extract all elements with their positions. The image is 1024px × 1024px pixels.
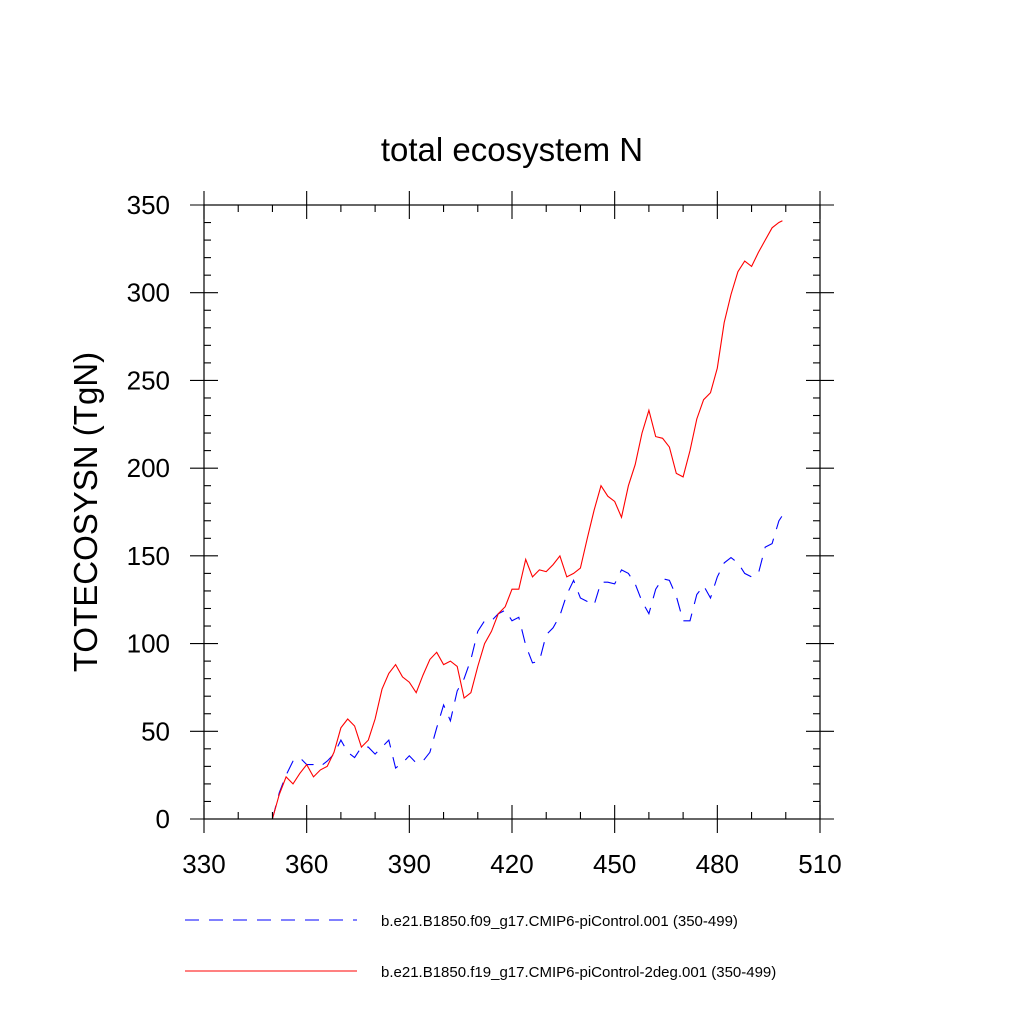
y-tick-label: 50 [141, 716, 170, 746]
legend-label-2: b.e21.B1850.f19_g17.CMIP6-piControl-2deg… [381, 964, 776, 981]
y-tick-label: 250 [127, 365, 170, 395]
legend: b.e21.B1850.f09_g17.CMIP6-piControl.001 … [185, 913, 776, 981]
y-tick-label: 300 [127, 278, 170, 308]
x-tick-label: 360 [285, 849, 328, 879]
x-tick-label: 390 [388, 849, 431, 879]
x-tick-label: 480 [696, 849, 739, 879]
ticks-layer: 330 360 390 420 450 480 510 0 50 100 150 200 250 300 3… [127, 190, 842, 879]
y-tick-label: 150 [127, 541, 170, 571]
x-tick-label: 330 [182, 849, 225, 879]
series-line-2 [271, 220, 783, 820]
y-tick-label: 350 [127, 190, 170, 220]
plot-frame [203, 204, 821, 820]
x-tick-label: 450 [593, 849, 636, 879]
x-tick-label: 420 [490, 849, 533, 879]
series-line-1 [271, 515, 783, 820]
y-tick-label: 0 [156, 804, 170, 834]
chart-title: total ecosystem N [381, 131, 643, 168]
y-axis-label: TOTECOSYSN (TgN) [67, 352, 104, 672]
y-tick-label: 100 [127, 629, 170, 659]
y-tick-label: 200 [127, 453, 170, 483]
series-layer [271, 220, 783, 820]
x-tick-label: 510 [798, 849, 841, 879]
legend-label-1: b.e21.B1850.f09_g17.CMIP6-piControl.001 … [381, 913, 738, 930]
